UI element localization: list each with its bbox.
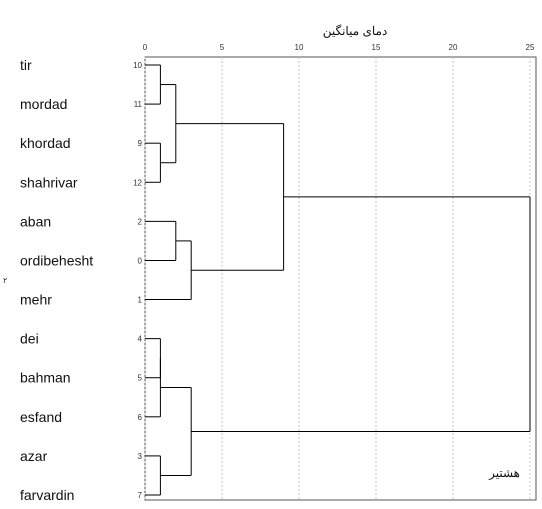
x-tick-label-25: 25 — [526, 43, 535, 52]
side-label: ۲ — [3, 276, 7, 285]
x-tick-label-5: 5 — [220, 43, 225, 52]
x-axis-ticks: 0 5 10 15 20 25 — [143, 43, 535, 52]
leaf-index-11: 11 — [134, 100, 143, 109]
x-tick-label-15: 15 — [372, 43, 381, 52]
dendrogram-links — [145, 64, 531, 496]
leaf-index-12: 12 — [133, 178, 142, 187]
leaf-label-ordibehesht: ordibehesht — [20, 252, 93, 268]
leaf-indices: 10 11 9 12 2 0 1 4 5 6 3 7 — [133, 61, 142, 500]
x-tick-label-0: 0 — [143, 43, 148, 52]
leaf-label-bahman: bahman — [20, 370, 71, 386]
leaf-label-shahrivar: shahrivar — [20, 174, 78, 190]
leaf-label-dei: dei — [20, 331, 39, 347]
chart-title: دمای میانگین — [323, 24, 388, 38]
leaf-index-3: 3 — [138, 452, 143, 461]
corner-label: هشتیر — [488, 466, 520, 480]
leaf-index-9: 9 — [138, 139, 143, 148]
leaf-label-esfand: esfand — [20, 409, 62, 425]
leaf-index-6: 6 — [138, 413, 143, 422]
x-tick-label-20: 20 — [449, 43, 458, 52]
leaf-index-0: 0 — [138, 256, 143, 265]
leaf-index-5: 5 — [138, 374, 143, 383]
leaf-index-10: 10 — [133, 61, 142, 70]
leaf-label-aban: aban — [20, 213, 51, 229]
x-tick-label-10: 10 — [295, 43, 304, 52]
grid-layer — [144, 57, 531, 500]
leaf-label-tir: tir — [20, 57, 32, 73]
leaf-index-7: 7 — [138, 491, 143, 500]
leaf-label-khordad: khordad — [20, 135, 71, 151]
leaf-label-azar: azar — [20, 448, 48, 464]
leaf-label-farvardin: farvardin — [20, 487, 74, 503]
leaf-label-mehr: mehr — [20, 292, 52, 308]
leaf-labels: tir mordad khordad shahrivar aban ordibehesht… — [20, 57, 93, 503]
leaf-index-2: 2 — [138, 217, 143, 226]
leaf-index-1: 1 — [138, 296, 143, 305]
leaf-label-mordad: mordad — [20, 96, 67, 112]
leaf-index-4: 4 — [138, 335, 143, 344]
